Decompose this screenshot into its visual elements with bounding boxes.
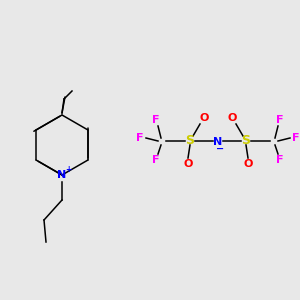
Text: O: O <box>243 159 253 169</box>
Text: F: F <box>152 115 160 125</box>
Text: N: N <box>57 170 67 180</box>
Text: F: F <box>276 115 284 125</box>
Text: F: F <box>292 133 300 143</box>
Text: O: O <box>227 113 237 123</box>
Text: O: O <box>199 113 209 123</box>
Text: F: F <box>152 155 160 165</box>
Text: −: − <box>216 144 224 154</box>
Text: F: F <box>276 155 284 165</box>
Text: S: S <box>242 134 250 146</box>
Text: +: + <box>65 166 71 175</box>
Text: S: S <box>185 134 194 146</box>
Text: F: F <box>136 133 144 143</box>
Text: N: N <box>213 137 223 147</box>
Text: O: O <box>183 159 193 169</box>
